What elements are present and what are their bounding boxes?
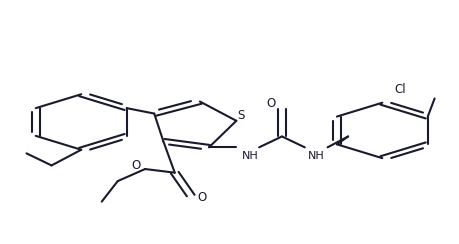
Text: NH: NH [241,151,258,161]
Text: O: O [131,159,140,172]
Text: NH: NH [308,151,325,161]
Text: Cl: Cl [395,83,406,96]
Text: O: O [197,192,207,204]
Text: O: O [266,97,275,110]
Text: S: S [237,110,245,122]
